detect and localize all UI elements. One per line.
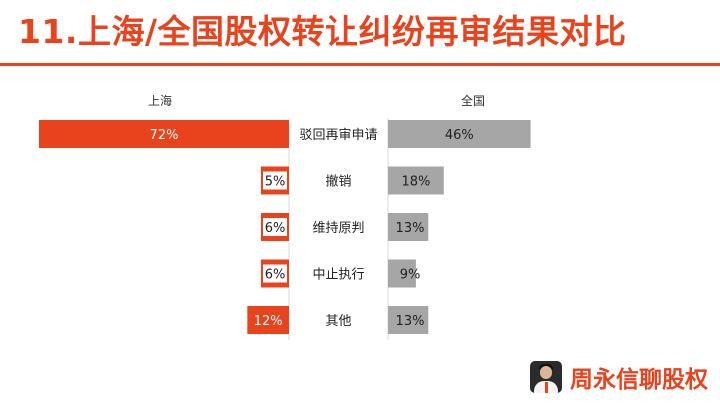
- page-title: 11.上海/全国股权转让纠纷再审结果对比: [18, 12, 627, 51]
- series-label-shanghai: 上海: [148, 94, 173, 108]
- category-label-1: 撤销: [325, 174, 351, 190]
- bar-shanghai-4: [247, 306, 289, 334]
- bar-national-1: [388, 166, 444, 195]
- value-label-shanghai-2: 6%: [265, 221, 286, 236]
- series-label-national: 全国: [461, 94, 486, 108]
- category-label-3: 中止执行: [312, 268, 364, 283]
- value-box-shanghai-2: [263, 218, 287, 236]
- value-label-shanghai-4: 12%: [254, 314, 283, 329]
- value-label-national-3: 9%: [400, 268, 421, 283]
- brand-name: 周永信聊股权: [570, 367, 708, 393]
- value-label-national-4: 13%: [396, 314, 425, 329]
- bar-shanghai-0: [39, 120, 289, 148]
- bar-national-0: [388, 120, 531, 148]
- person-avatar-icon: [530, 361, 562, 393]
- value-label-shanghai-1: 5%: [265, 175, 286, 190]
- category-label-4: 其他: [325, 314, 351, 329]
- value-box-shanghai-1: [263, 171, 287, 190]
- value-label-national-1: 18%: [401, 175, 430, 190]
- value-label-national-0: 46%: [445, 128, 474, 143]
- category-label-2: 维持原判: [312, 221, 364, 236]
- value-label-national-2: 13%: [396, 221, 425, 236]
- category-label-0: 驳回再审申请: [299, 128, 377, 143]
- brand-badge: 周永信聊股权: [530, 359, 708, 395]
- value-label-shanghai-0: 72%: [150, 128, 179, 143]
- bar-national-3: [388, 259, 416, 288]
- bar-national-4: [388, 306, 429, 334]
- title-divider: [0, 63, 720, 66]
- bar-national-2: [388, 213, 429, 241]
- value-box-shanghai-3: [263, 264, 287, 283]
- value-label-shanghai-3: 6%: [265, 268, 286, 283]
